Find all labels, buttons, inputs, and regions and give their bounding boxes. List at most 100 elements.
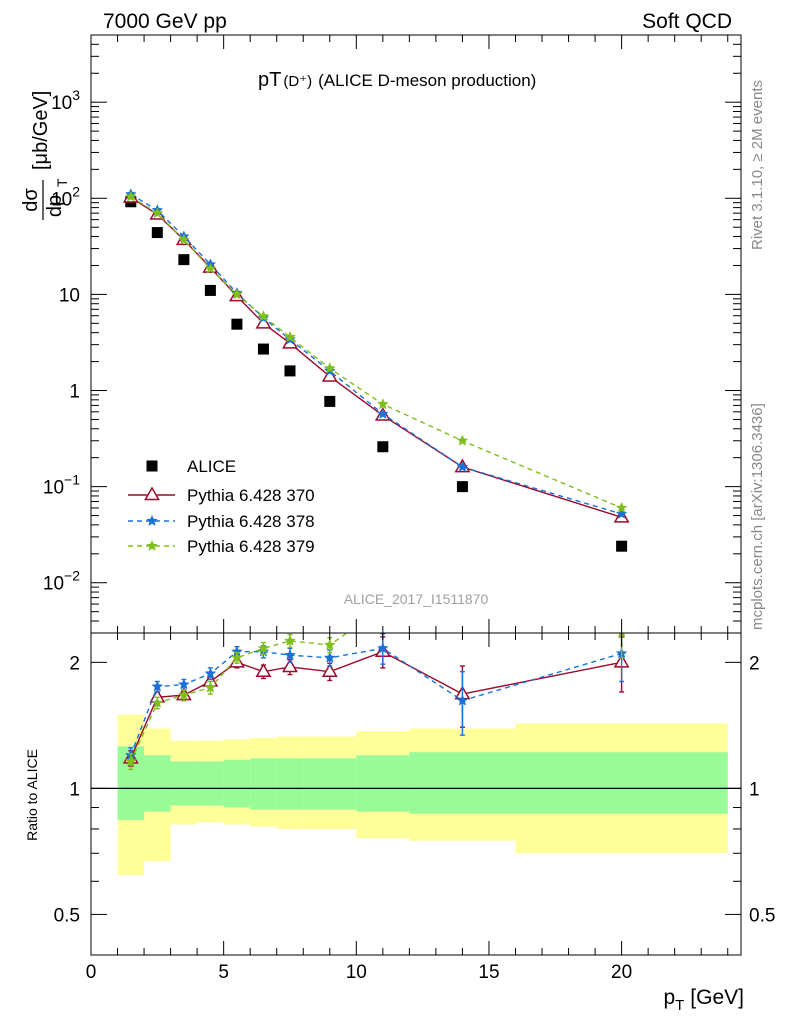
data-point xyxy=(231,318,243,330)
ratio-series-pythia-6-428-379 xyxy=(124,633,626,771)
data-point xyxy=(376,398,389,410)
ratio-y-tick-label: 0.5 xyxy=(54,905,80,926)
data-point xyxy=(377,441,389,453)
x-tick-label: 10 xyxy=(346,962,367,983)
data-point xyxy=(151,227,163,239)
ratio-point xyxy=(376,642,389,654)
ratio-y-tick-label: 2 xyxy=(69,653,80,674)
data-point xyxy=(178,233,190,245)
data-point xyxy=(124,190,137,202)
ratio-point xyxy=(284,649,296,661)
y-tick-label: 103 xyxy=(51,87,80,114)
ratio-point xyxy=(284,634,296,646)
data-point xyxy=(615,501,628,513)
x-tick-label: 0 xyxy=(86,962,97,983)
legend-entry-alice: ALICE xyxy=(146,457,236,476)
header-right: Soft QCD xyxy=(642,10,732,33)
mcplots-label: mcplots.cern.ch [arXiv:1306.3436] xyxy=(749,403,766,630)
uncertainty-band-inner xyxy=(117,746,728,821)
plot-title: pT (D⁺) (ALICE D-meson production) xyxy=(258,69,536,91)
data-point xyxy=(456,434,469,446)
legend-marker xyxy=(144,486,160,501)
data-point xyxy=(324,395,336,407)
ratio-y-tick-label-right: 1 xyxy=(749,779,760,800)
ratio-point xyxy=(178,688,190,701)
data-point xyxy=(231,288,243,300)
legend: ALICE Pythia 6.428 370 Pythia 6.428 378 Pyt… xyxy=(128,457,315,556)
ratio-point xyxy=(255,663,272,677)
legend-entry-pythia-6-428-370: Pythia 6.428 370 xyxy=(128,486,315,505)
band-bin xyxy=(515,752,728,814)
ratio-point xyxy=(257,642,270,654)
band-bin xyxy=(303,758,357,810)
data-point xyxy=(616,540,628,552)
x-tick-label: 15 xyxy=(478,962,499,983)
ratio-line xyxy=(130,633,622,762)
analysis-label: ALICE_2017_I1511870 xyxy=(344,591,489,607)
ratio-point xyxy=(151,680,164,692)
x-axis-label: pT [GeV] xyxy=(663,986,744,1014)
data-point xyxy=(323,362,336,374)
ratio-point xyxy=(323,651,336,663)
legend-label: Pythia 6.428 370 xyxy=(187,486,315,505)
data-point xyxy=(376,407,389,419)
legend-label: ALICE xyxy=(187,457,236,476)
data-point xyxy=(284,365,296,377)
legend-marker xyxy=(146,539,158,551)
series-pythia-6-428-379 xyxy=(124,190,628,513)
ratio-point xyxy=(124,755,137,767)
ratio-y-axis-label: Ratio to ALICE xyxy=(24,749,40,841)
data-point xyxy=(204,284,216,296)
ratio-point xyxy=(151,696,164,708)
series-line xyxy=(130,196,622,509)
ratio-point xyxy=(282,658,298,673)
ratio-point xyxy=(204,681,217,693)
ratio-y-tick-label-right: 0.5 xyxy=(749,905,775,926)
data-point xyxy=(257,343,269,355)
ratio-point xyxy=(231,651,243,663)
data-point xyxy=(151,207,164,219)
y-axis-label-denominator: dp xyxy=(44,195,66,217)
data-point xyxy=(257,310,270,322)
header-left: 7000 GeV pp xyxy=(103,10,227,33)
ratio-point xyxy=(178,678,190,690)
band-bin xyxy=(170,761,198,806)
ratio-plot: 0 5 10 15 20 0.5 0.5 1 1 2 2 Ratio to ALICE pT [GeV… xyxy=(24,632,775,1014)
x-tick-label: 5 xyxy=(218,962,229,983)
y-axis-label-subscript: T xyxy=(54,178,70,187)
data-point xyxy=(284,330,296,343)
y-tick-label: 1 xyxy=(69,382,80,403)
band-bin xyxy=(250,758,277,810)
band-bin xyxy=(144,755,171,812)
legend-marker xyxy=(146,460,158,472)
ratio-point xyxy=(456,694,469,706)
main-plot: 10−2 10−1 1 10 102 103 pT (D⁺) (ALICE D-meson p… xyxy=(20,34,742,634)
ratio-y-tick-label-right: 2 xyxy=(749,653,760,674)
band-bin xyxy=(356,755,410,812)
ratio-plot-frame xyxy=(90,632,742,956)
y-tick-label: 102 xyxy=(51,183,80,210)
y-axis-label-units: [μb/GeV] xyxy=(30,91,52,170)
y-tick-label: 10−2 xyxy=(43,568,80,595)
legend-label: Pythia 6.428 378 xyxy=(187,512,315,531)
band-bin xyxy=(223,759,251,808)
ratio-y-tick-label: 1 xyxy=(69,779,80,800)
x-tick-label: 20 xyxy=(611,962,632,983)
legend-entry-pythia-6-428-379: Pythia 6.428 379 xyxy=(128,537,315,556)
y-tick-label: 10−1 xyxy=(43,472,80,499)
band-bin xyxy=(409,752,516,814)
y-axis-label-numerator: dσ xyxy=(20,188,42,212)
y-axis-label: dσ dp T [μb/GeV] xyxy=(20,91,70,220)
data-point xyxy=(178,254,190,266)
ratio-point xyxy=(323,638,336,650)
legend-label: Pythia 6.428 379 xyxy=(187,537,315,556)
band-bin xyxy=(276,758,304,810)
rivet-label: Rivet 3.1.10, ≥ 2M events xyxy=(749,80,766,250)
legend-marker xyxy=(146,514,158,526)
data-point xyxy=(204,262,217,274)
data-point xyxy=(456,460,469,472)
legend-entry-pythia-6-428-378: Pythia 6.428 378 xyxy=(128,512,315,531)
y-tick-label: 10 xyxy=(59,285,80,306)
ratio-point xyxy=(204,667,217,679)
